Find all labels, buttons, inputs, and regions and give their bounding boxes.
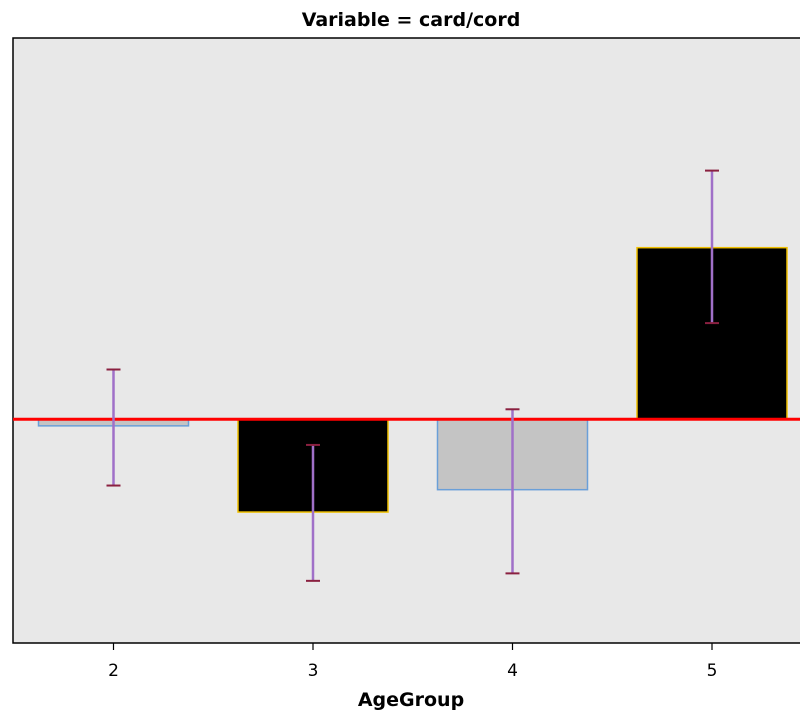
x-tick-label-5: 5 <box>707 661 718 681</box>
error-bars-group <box>106 169 719 582</box>
error-bar-4 <box>505 408 520 575</box>
x-tick-label-3: 3 <box>308 661 319 681</box>
x-tick-label-4: 4 <box>507 661 518 681</box>
error-bar-5 <box>705 169 719 325</box>
x-axis-ticks: 2 3 4 5 <box>108 643 717 681</box>
chart-title: Variable = card/cord <box>302 9 521 31</box>
error-bar-2 <box>106 368 121 487</box>
x-tick-label-2: 2 <box>108 661 119 681</box>
error-bar-3 <box>306 443 320 582</box>
x-axis-label: AgeGroup <box>358 689 464 711</box>
